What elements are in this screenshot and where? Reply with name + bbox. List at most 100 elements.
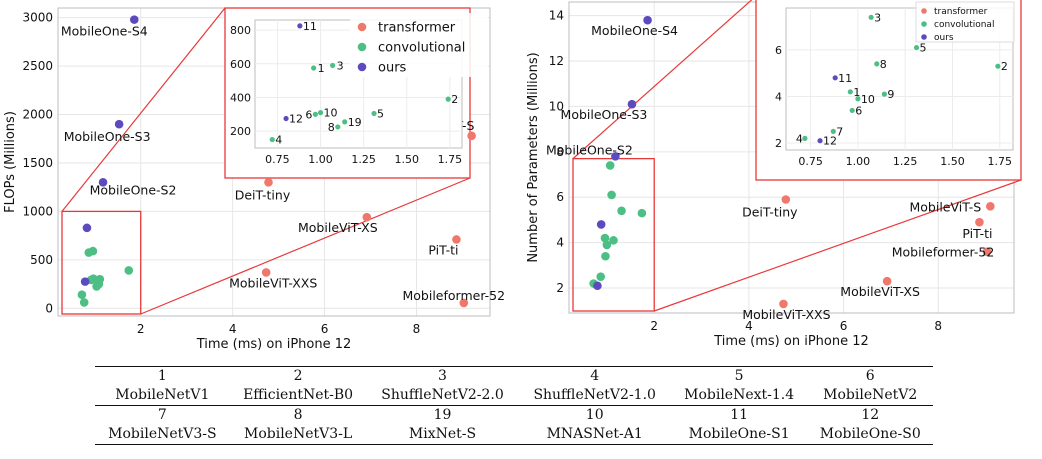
legend-label: transformer [378, 21, 456, 36]
data-point-transformer [362, 212, 372, 222]
inset-point-convolutional [335, 124, 341, 130]
y-axis-title: Number of Parameters (Millions) [526, 52, 541, 262]
inset-point-label: 10 [861, 93, 875, 106]
legend-marker-convolutional [921, 21, 927, 27]
table-cell-name: EfficientNet-B0 [243, 387, 354, 403]
legend: transformer convolutional ours [350, 13, 488, 77]
inset-point-ours [283, 115, 289, 122]
data-point-ours [114, 119, 124, 129]
inset-x-tick-label: 1.50 [395, 153, 420, 166]
legend-marker-convolutional [357, 42, 367, 52]
data-point-convolutional [637, 208, 647, 218]
data-point-convolutional [617, 206, 626, 216]
data-point-convolutional [79, 298, 89, 307]
table-cell-name: MobileNetV3-L [229, 424, 367, 445]
point-label: MobileViT-XXS [742, 307, 830, 322]
inset-point-convolutional [330, 62, 336, 69]
table-cell-name: MobileNetV2 [823, 387, 918, 403]
inset-point-ours [297, 23, 303, 29]
y-tick-label: 2000 [22, 108, 53, 122]
y-tick-label: 4 [556, 236, 564, 250]
model-index-table: 1 2 3 4 5 6 MobileNetV1 EfficientNet-B0 … [95, 366, 933, 445]
table-cell-name: MobileOne-S1 [670, 424, 808, 445]
data-point-ours [627, 99, 637, 109]
table-cell-name: MobileNext-1.4 [684, 387, 795, 403]
table-row-names: MobileNetV3-S MobileNetV3-L MixNet-S MNA… [95, 424, 933, 445]
zoom-connector [61, 7, 226, 212]
inset-point-label: 1 [318, 62, 325, 75]
point-label: Mobileformer-52 [892, 245, 995, 260]
data-point-ours [596, 220, 606, 229]
main-points: MobileOne-S4 MobileOne-S3 MobileOne-S2 DeiT… [546, 15, 995, 322]
y-tick-label: 8 [556, 145, 564, 159]
inset-point-label: 3 [874, 11, 881, 24]
data-point-convolutional [605, 161, 615, 170]
data-point-convolutional [88, 246, 98, 256]
x-tick-label: 2 [137, 322, 145, 336]
x-tick-label: 8 [934, 319, 942, 333]
inset-y-tick-label: 200 [230, 125, 251, 138]
inset-point-convolutional [874, 61, 880, 67]
x-axis-title: Time (ms) on iPhone 12 [196, 337, 352, 352]
zoom-connector [140, 177, 471, 315]
inset-point-ours [817, 138, 823, 144]
inset-point-label: 5 [377, 107, 384, 120]
x-axis-title: Time (ms) on iPhone 12 [713, 334, 869, 349]
zoom-connector [572, 0, 753, 160]
data-point-convolutional [600, 233, 610, 243]
inset-point-label: 6 [855, 104, 862, 117]
inset-point-convolutional [881, 91, 887, 97]
point-label: MobileOne-S2 [546, 142, 633, 157]
inset-point-label: 1 [853, 86, 860, 99]
point-label: MobileOne-S3 [64, 129, 151, 144]
inset-point-label: 5 [920, 42, 927, 55]
point-label: PiT-ti [428, 242, 458, 257]
x-tick-label: 4 [229, 322, 237, 336]
x-tick-label: 6 [321, 322, 329, 336]
legend-marker-ours [357, 62, 367, 72]
inset-point-label: 8 [328, 121, 335, 134]
table-cell-id: 12 [807, 405, 933, 424]
table-cell-name: ShuffleNetV2-2.0 [381, 387, 504, 403]
inset-point-convolutional [855, 96, 861, 102]
data-point-transformer [459, 298, 469, 308]
inset-point-label: 2 [451, 93, 458, 106]
point-label: MobileOne-S3 [561, 107, 648, 122]
table-cell-id: 3 [366, 366, 519, 385]
inset-y-tick-label: 800 [230, 24, 251, 37]
table-row-names: MobileNetV1 EfficientNet-B0 ShuffleNetV2… [95, 385, 933, 406]
y-tick-label: 3000 [22, 11, 53, 25]
point-label: PiT-ti [962, 226, 992, 241]
data-point-transformer [779, 299, 788, 309]
table-cell-id: 6 [807, 366, 933, 385]
table-cell-id: 7 [95, 405, 230, 424]
inset-point-label: 10 [324, 107, 338, 120]
inset-y-tick-label: 6 [775, 44, 782, 57]
inset-point-convolutional [371, 110, 377, 117]
data-point-transformer [452, 235, 461, 244]
inset-y-tick-label: 400 [230, 91, 251, 104]
data-point-convolutional [596, 272, 606, 281]
inset-point-label: 19 [348, 116, 362, 129]
zoom-box [61, 210, 142, 315]
inset-point-convolutional [312, 111, 318, 117]
inset-point-convolutional [269, 136, 275, 143]
data-point-ours [611, 152, 620, 161]
table-cell-id: 1 [95, 366, 230, 385]
legend-label: convolutional [378, 41, 465, 56]
inset-point-label: 6 [305, 108, 312, 121]
y-tick-label: 2500 [22, 59, 53, 73]
x-tick-label: 4 [745, 319, 753, 333]
table-cell-id: 10 [518, 405, 671, 424]
inset-point-convolutional [868, 14, 874, 20]
x-tick-label: 8 [413, 322, 421, 336]
y-tick-label: 2 [556, 281, 564, 295]
inset-y-tick-label: 2 [775, 137, 782, 150]
data-point-convolutional [602, 240, 612, 250]
flops-chart: 2 4 6 8 0 500 1000 1500 2000 2500 3000 Time (ms) on… [3, 7, 505, 352]
inset-point-convolutional [849, 107, 855, 114]
data-point-ours [80, 277, 90, 286]
inset-point-label: 11 [838, 72, 852, 85]
